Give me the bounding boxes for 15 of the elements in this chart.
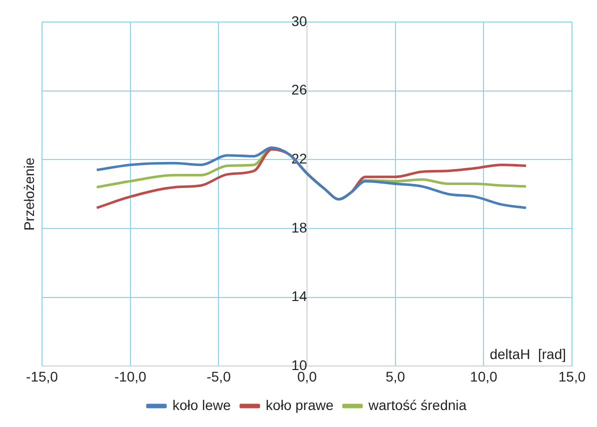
y-tick-label: 18 (291, 219, 308, 236)
legend-label: koło lewe (172, 396, 232, 413)
legend-label: koło prawe (266, 396, 334, 413)
y-axis-title: Przełożenie (20, 157, 37, 231)
x-tick-label: -15,0 (26, 368, 58, 384)
x-axis-title: deltaH [rad] (490, 346, 566, 362)
x-tick-label: 5,0 (386, 368, 406, 384)
x-tick-label: -10,0 (114, 368, 146, 384)
x-tick-label: 10,0 (470, 368, 498, 384)
x-tick-label: 15,0 (558, 368, 586, 384)
y-tick-label: 30 (291, 12, 308, 29)
y-tick-label: 14 (291, 288, 308, 304)
x-tick-label: -5,0 (206, 368, 231, 384)
y-tick-label: 26 (291, 82, 308, 98)
legend-label: wartość średnia (368, 396, 467, 413)
